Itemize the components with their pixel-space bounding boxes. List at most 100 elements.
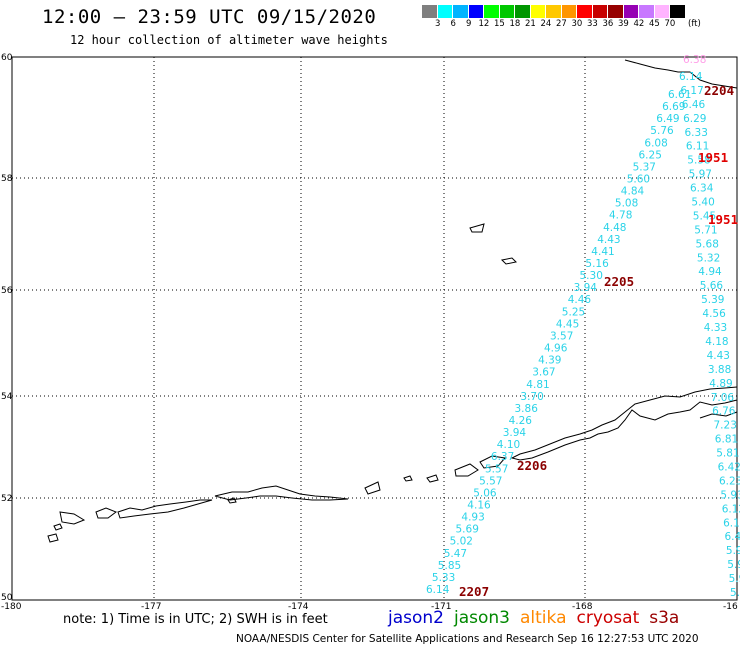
swh-value: 5.57 bbox=[485, 463, 508, 475]
swh-value: 6.14 bbox=[679, 71, 703, 83]
altimeter-track-1: 6.145.335.855.475.025.694.934.165.065.57… bbox=[426, 89, 691, 596]
legend-swatch bbox=[546, 5, 562, 18]
legend-label: 9 bbox=[466, 19, 472, 29]
lat-label-50: 50 bbox=[1, 593, 13, 603]
swh-value: 5.06 bbox=[473, 487, 497, 499]
lat-label-56: 56 bbox=[1, 286, 13, 296]
swh-value: 4.39 bbox=[538, 355, 561, 367]
legend-swatch bbox=[623, 5, 639, 18]
swh-value: 5.40 bbox=[691, 197, 714, 209]
swh-value: 6.37 bbox=[491, 451, 514, 463]
swh-value: 3.94 bbox=[503, 427, 527, 439]
footer-credit: NOAA/NESDIS Center for Satellite Applica… bbox=[236, 633, 699, 645]
time-2207: 2207 bbox=[459, 584, 489, 599]
legend-swatch bbox=[592, 5, 608, 18]
swh-value: 5.81 bbox=[716, 448, 739, 460]
swh-value: 6.25 bbox=[639, 149, 662, 161]
swh-value: 4.41 bbox=[591, 246, 614, 258]
swh-value: 5.39 bbox=[701, 294, 724, 306]
swh-value: 5.66 bbox=[700, 280, 724, 292]
legend-swatch bbox=[453, 5, 469, 18]
swh-value: 5.76 bbox=[650, 125, 674, 137]
swh-value: 4.26 bbox=[509, 415, 533, 427]
swh-value: 5.68 bbox=[696, 238, 719, 250]
alaska-coast-north bbox=[624, 59, 738, 89]
legend-label: 27 bbox=[556, 19, 567, 29]
legend-label: 70 bbox=[664, 19, 676, 29]
kodiak-coast bbox=[699, 411, 738, 419]
legend-swatch bbox=[499, 5, 515, 18]
swh-value: 4.43 bbox=[597, 234, 620, 246]
swh-value: 6.40 bbox=[725, 531, 740, 543]
swh-value: 5.25 bbox=[562, 306, 585, 318]
swh-value: 6.69 bbox=[662, 101, 685, 113]
time-2206: 2206 bbox=[517, 458, 547, 473]
alaska-peninsula-coast bbox=[510, 386, 738, 461]
legend-label: 12 bbox=[478, 19, 490, 29]
swh-value: 4.94 bbox=[698, 266, 722, 278]
swh-value: 4.16 bbox=[467, 500, 491, 512]
pribilof-island-2 bbox=[500, 257, 518, 265]
lon-label-180: -180 bbox=[1, 602, 22, 612]
lon-label-165: -16 bbox=[723, 602, 738, 612]
legend-swatch bbox=[561, 5, 577, 18]
rat-islands bbox=[117, 499, 213, 519]
color-legend: 3 6 9 12 15 18 21 24 27 30 33 36 39 42 45 70 (ft) bbox=[422, 5, 701, 30]
lon-label-177: -177 bbox=[141, 602, 161, 612]
legend-label: 18 bbox=[509, 19, 521, 29]
swh-value: 7.23 bbox=[714, 420, 737, 432]
swh-value: 6.12 bbox=[722, 503, 740, 515]
small-island-a bbox=[227, 497, 237, 504]
lat-label-52: 52 bbox=[1, 494, 12, 504]
legend-swatch bbox=[422, 5, 438, 18]
unalaska-island bbox=[454, 463, 479, 477]
legend-label: 33 bbox=[587, 19, 598, 29]
swh-value: 3.88 bbox=[708, 364, 731, 376]
near-island-1 bbox=[95, 507, 118, 519]
time-2204: 2204 bbox=[704, 83, 734, 98]
time-1951-a: 1951 bbox=[698, 150, 728, 165]
satellite-jason3: jason3 bbox=[454, 608, 510, 628]
swh-value: 7.06 bbox=[711, 392, 735, 404]
swh-value: 5.30 bbox=[580, 270, 603, 282]
swh-value: 4.18 bbox=[705, 336, 728, 348]
lat-label-54: 54 bbox=[1, 392, 13, 402]
swh-value: 5.32 bbox=[697, 252, 720, 264]
swh-value: 4.78 bbox=[609, 210, 632, 222]
near-island-2 bbox=[59, 511, 86, 525]
swh-value: 5.37 bbox=[633, 161, 656, 173]
legend-swatch bbox=[437, 5, 453, 18]
swh-value: 4.46 bbox=[568, 294, 592, 306]
legend-label: 3 bbox=[435, 19, 441, 29]
footer-note: note: 1) Time is in UTC; 2) SWH is in fe… bbox=[63, 612, 328, 627]
swh-value: 4.10 bbox=[497, 439, 520, 451]
legend-label: 30 bbox=[571, 19, 583, 29]
swh-value: 5.69 bbox=[456, 524, 479, 536]
swh-value: 6.34 bbox=[690, 183, 714, 195]
swh-value: 6.11 bbox=[686, 141, 709, 153]
small-island-b bbox=[403, 475, 413, 482]
legend-labels: 3 6 9 12 15 18 21 24 27 30 33 36 39 42 45 70 (ft) bbox=[422, 18, 701, 30]
swh-value: 4.43 bbox=[707, 350, 730, 362]
near-island-4 bbox=[53, 523, 63, 531]
satellite-jason2: jason2 bbox=[388, 608, 444, 628]
legend-swatch bbox=[515, 5, 531, 18]
swh-value: 6.76 bbox=[712, 406, 736, 418]
swh-value: 6.17 bbox=[723, 517, 740, 529]
swh-value: 5.58 bbox=[687, 155, 710, 167]
swh-value: 4.33 bbox=[704, 322, 727, 334]
swh-value: 5.47 bbox=[444, 548, 467, 560]
swh-value: 3.86 bbox=[515, 403, 539, 415]
andreanof-islands bbox=[214, 485, 349, 501]
swh-value: 6.17 bbox=[680, 85, 703, 97]
swh-value: 5.90 bbox=[729, 573, 740, 585]
swh-value: 5.85 bbox=[438, 560, 461, 572]
swh-value: 4.89 bbox=[709, 378, 732, 390]
legend-swatch bbox=[639, 5, 655, 18]
swh-value: 4.45 bbox=[556, 318, 579, 330]
lon-label-168: -168 bbox=[572, 602, 593, 612]
swh-value: 5.71 bbox=[694, 224, 717, 236]
legend-swatch bbox=[577, 5, 593, 18]
swh-value: 5.33 bbox=[432, 572, 455, 584]
legend-label: 24 bbox=[540, 19, 552, 29]
